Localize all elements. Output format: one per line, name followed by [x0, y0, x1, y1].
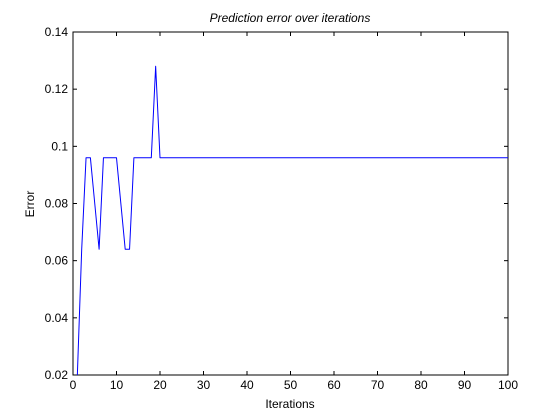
- x-axis-ticks: [72, 32, 509, 375]
- y-tick-label: 0.12: [45, 82, 69, 96]
- y-axis-tick-labels: 0.02 0.04 0.06 0.08 0.1 0.12 0.14: [45, 25, 69, 382]
- series-line: [76, 65, 508, 376]
- x-tick-label: 50: [284, 378, 298, 392]
- x-axis-label: Iterations: [265, 397, 314, 411]
- x-axis-tick-labels: 0 10 20 30 40 50 60 70 80 90 100: [70, 378, 519, 392]
- x-tick-label: 10: [110, 378, 124, 392]
- y-axis-label: Error: [23, 191, 37, 218]
- x-tick-label: 90: [458, 378, 472, 392]
- x-tick-label: 40: [240, 378, 254, 392]
- y-tick-label: 0.14: [45, 25, 69, 39]
- y-tick-label: 0.1: [51, 139, 68, 153]
- y-tick-label: 0.08: [45, 197, 69, 211]
- y-tick-label: 0.04: [45, 311, 69, 325]
- plot-area: [72, 31, 509, 376]
- y-tick-label: 0.02: [45, 368, 69, 382]
- x-tick-label: 80: [414, 378, 428, 392]
- x-tick-label: 100: [498, 378, 518, 392]
- series-layer: [76, 65, 508, 376]
- y-tick-label: 0.06: [45, 254, 69, 268]
- x-tick-label: 70: [371, 378, 385, 392]
- chart-title: Prediction error over iterations: [210, 11, 371, 25]
- x-tick-label: 60: [327, 378, 341, 392]
- x-tick-label: 30: [197, 378, 211, 392]
- x-tick-label: 20: [153, 378, 167, 392]
- y-axis-ticks: [73, 31, 508, 376]
- x-tick-label: 0: [70, 378, 77, 392]
